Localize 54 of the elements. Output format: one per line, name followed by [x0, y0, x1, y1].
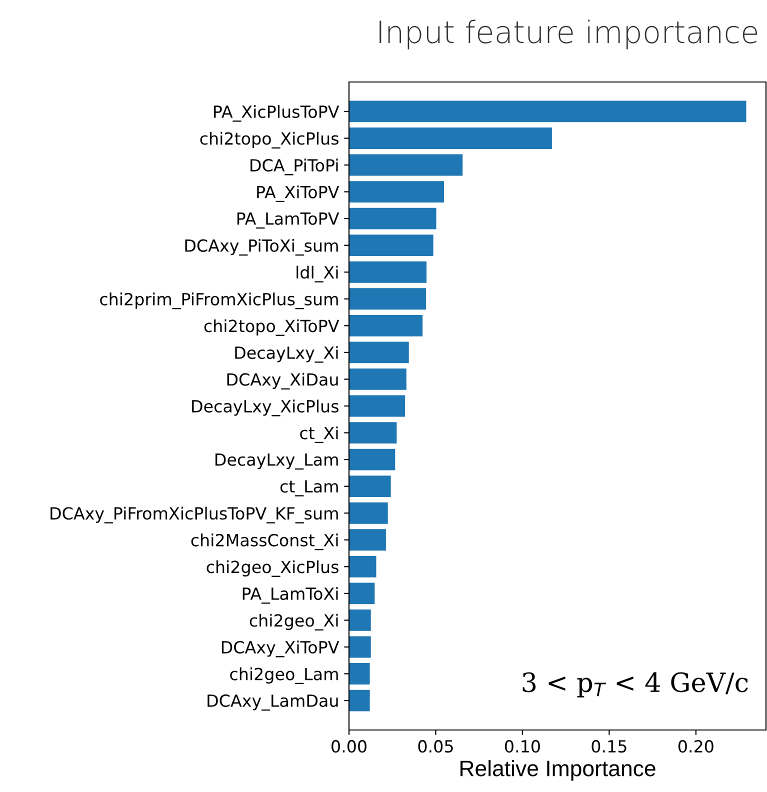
bar [349, 342, 409, 364]
x-tick-label: 0.20 [678, 740, 714, 753]
y-tick-label: DCAxy_PiToXi_sum [185, 239, 338, 256]
y-tick-label: ct_Xi [300, 426, 338, 444]
y-tick-label: DCAxy_XiToPV [222, 640, 340, 658]
bar [349, 288, 426, 310]
x-tick-label: 0.05 [418, 740, 453, 753]
bar [349, 448, 396, 470]
x-tick-label: 0.10 [505, 740, 540, 753]
bar [349, 208, 436, 230]
bar [349, 100, 746, 122]
y-tick-label: DCAxy_PiFromXicPlusToPV_KF_sum [50, 506, 338, 524]
y-tick-label: chi2MassConst_Xi [191, 534, 338, 550]
x-axis-title: Relative Importance [460, 760, 656, 781]
y-tick-label: PA_LamToPV [237, 212, 340, 229]
bar [349, 636, 371, 658]
bar [349, 476, 391, 498]
bar [349, 368, 406, 390]
annotation: 3 < p$_{T}$ < 4 GeV/c [522, 672, 748, 698]
bar [349, 663, 370, 684]
y-tick-label: DCAxy_LamDau [208, 694, 338, 711]
bar [349, 128, 552, 149]
bar [349, 181, 444, 202]
y-tick-label: PA_XicPlusToPV [214, 105, 340, 122]
y-tick-label: ct_Lam [280, 480, 338, 496]
y-tick-label: DCA_PiToPi [250, 158, 338, 176]
chart-title: Input feature importance [380, 20, 758, 50]
y-tick-label: DecayLxy_Lam [216, 454, 338, 470]
bar [349, 261, 427, 283]
bar [349, 234, 434, 256]
y-tick-label: chi2geo_XicPlus [206, 560, 338, 577]
bar [349, 502, 388, 524]
bar [349, 582, 375, 604]
bar [349, 154, 463, 176]
bar [349, 422, 397, 444]
bar [349, 529, 386, 551]
y-tick-label: chi2geo_Xi [250, 614, 338, 630]
x-tick-label: 0.15 [592, 740, 626, 753]
x-tick-label: 0.00 [332, 740, 366, 753]
y-tick-label: DecayLxy_Xi [235, 346, 338, 363]
y-tick-label: chi2geo_Lam [230, 667, 338, 684]
bar [349, 690, 370, 712]
bar [349, 556, 376, 578]
y-tick-label: chi2topo_XicPlus [200, 132, 338, 148]
y-tick-label: PA_LamToXi [242, 587, 338, 604]
y-tick-label: PA_XiToPV [257, 185, 340, 202]
y-tick-label: chi2prim_PiFromXicPlus_sum [100, 292, 338, 310]
bar [349, 314, 423, 336]
y-tick-label: DecayLxy_XicPlus [192, 400, 338, 416]
bar [349, 610, 371, 631]
y-tick-label: ldl_Xi [296, 266, 338, 282]
y-tick-label: DCAxy_XiDau [227, 372, 338, 390]
y-tick-label: chi2topo_XiToPV [204, 319, 340, 336]
bar [349, 395, 406, 417]
